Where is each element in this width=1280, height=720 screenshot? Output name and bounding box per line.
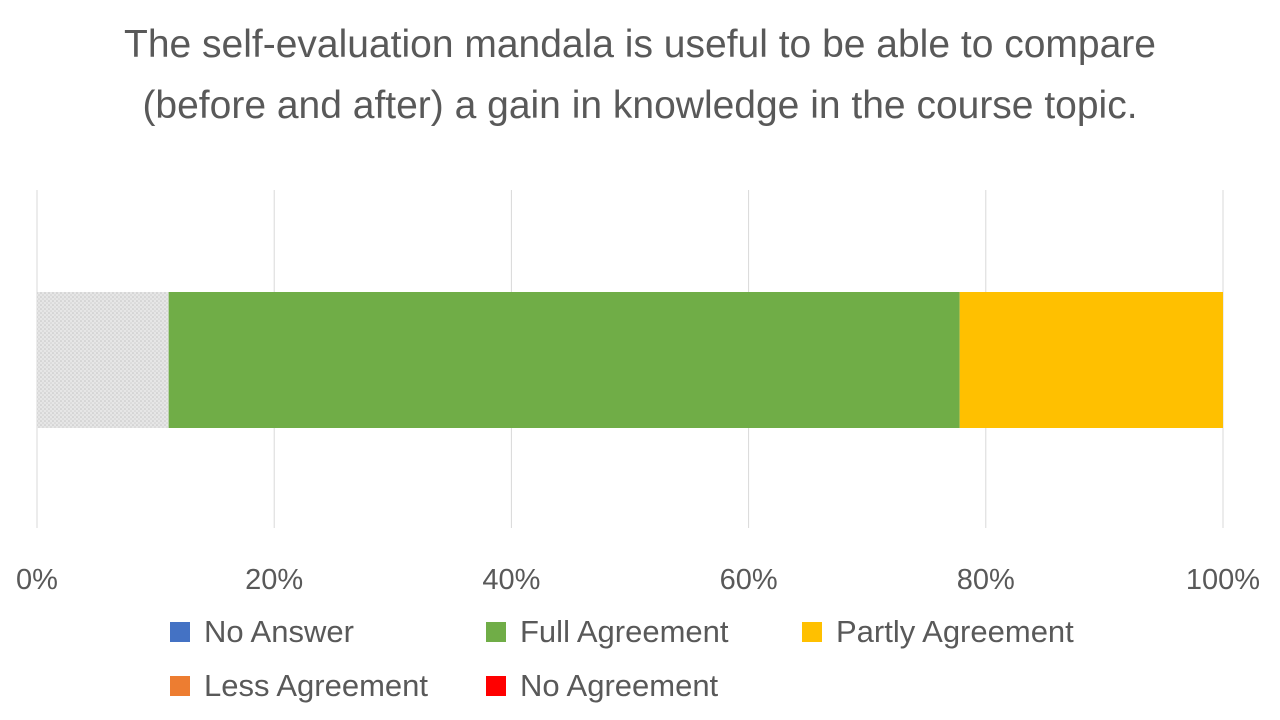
legend-swatch xyxy=(170,676,190,696)
bar-segment xyxy=(168,292,960,428)
chart-title: The self-evaluation mandala is useful to… xyxy=(124,23,1156,127)
legend-label: Partly Agreement xyxy=(836,614,1074,649)
legend-item-no-answer: No Answer xyxy=(170,608,486,656)
legend-swatch xyxy=(170,622,190,642)
legend-item-less-agreement: Less Agreement xyxy=(170,662,486,710)
bar-segment xyxy=(959,292,1223,428)
x-tick-label: 40% xyxy=(482,564,540,596)
x-tick-label: 0% xyxy=(16,564,58,596)
legend-item-no-agreement: No Agreement xyxy=(486,662,802,710)
legend-swatch xyxy=(486,622,506,642)
legend-label: Less Agreement xyxy=(204,668,429,703)
x-tick-label: 20% xyxy=(245,564,303,596)
legend-item-partly-agreement: Partly Agreement xyxy=(802,608,1130,656)
legend-swatch xyxy=(486,676,506,696)
legend-label: Full Agreement xyxy=(520,614,729,649)
legend-swatch xyxy=(802,622,822,642)
legend-item-full-agreement: Full Agreement xyxy=(486,608,802,656)
x-tick-label: 60% xyxy=(720,564,778,596)
legend: No Answer Full Agreement Partly Agreemen… xyxy=(170,608,1130,710)
x-tick-label: 100% xyxy=(1186,564,1260,596)
legend-label: No Agreement xyxy=(520,668,719,703)
bar-segment xyxy=(37,292,169,428)
x-tick-label: 80% xyxy=(957,564,1015,596)
legend-label: No Answer xyxy=(204,614,354,649)
